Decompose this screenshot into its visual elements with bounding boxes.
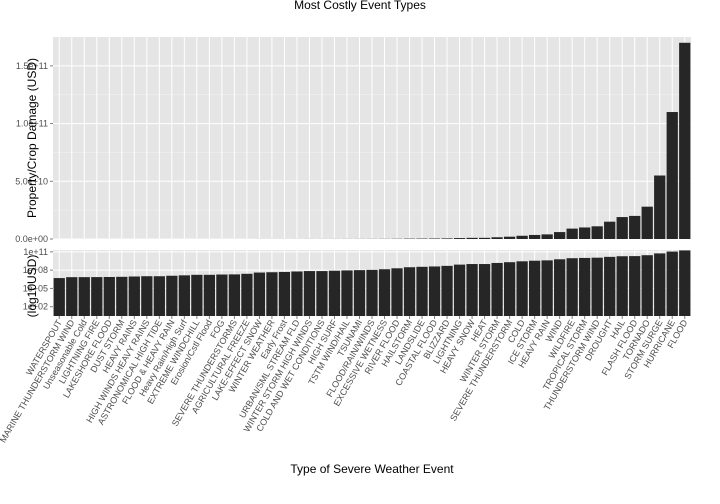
bottom-y-tick-label: 1e+02 [23,302,48,312]
top-y-tick-label: 5.0e+10 [15,176,48,186]
bottom-bar [253,272,266,316]
top-bar [679,42,691,240]
bottom-bar [153,276,165,316]
bottom-bar [453,264,466,316]
chart-title: Most Costly Event Types [294,0,426,12]
top-bar [528,234,541,239]
bottom-bar [278,271,291,316]
bottom-y-tick-label: 1e+11 [23,247,48,257]
bottom-panel-y-ticks: 1e+02 1e+05 1e+08 1e+11 [23,247,53,312]
top-bar [666,112,678,239]
bottom-bar [641,255,653,316]
top-y-tick-label: 1.0e+11 [16,119,48,129]
bottom-panel-bars [53,250,691,316]
top-bar [641,206,653,239]
bottom-bar [616,256,628,316]
bottom-bar [141,276,153,316]
bottom-bar [654,253,666,316]
bottom-bar [216,274,228,316]
bottom-bar [166,275,178,316]
bottom-bar [78,277,90,316]
bottom-bar [528,260,541,316]
bottom-bar [604,256,616,316]
bottom-bar [541,260,553,316]
bottom-bar [341,270,353,316]
bottom-bar [241,273,253,316]
bottom-bar [416,266,428,316]
top-panel-bars [53,42,691,240]
bottom-bar [478,264,491,316]
top-bar [616,217,628,239]
bottom-bar [516,261,528,316]
bottom-bar [428,266,441,316]
bottom-bar [391,268,403,316]
bottom-bar [629,256,641,316]
bottom-bar [466,264,478,316]
bottom-bar [116,276,128,316]
bottom-bar [491,262,503,316]
bottom-bar [591,257,603,316]
bottom-bar [554,259,566,316]
bottom-bar [91,277,103,316]
bottom-bar [128,276,140,316]
top-y-tick-label: 0.0e+00 [15,234,48,244]
bottom-bar [353,270,366,316]
bottom-bar [66,277,78,316]
top-bar [591,226,603,239]
top-y-axis-title: Property/Crop Damage (USD) [25,58,39,218]
top-panel-y-ticks: 0.0e+00 5.0e+10 1.0e+11 1.5e+11 [15,61,53,244]
top-bar [654,175,666,239]
bottom-bar [441,265,453,316]
bottom-bar [403,267,416,316]
top-bar [579,227,591,239]
top-bar [466,237,478,239]
top-bar [441,238,453,239]
bottom-bar [303,271,316,316]
bottom-bar [291,271,303,316]
bottom-bar [378,269,391,316]
top-bar [491,237,503,239]
top-bar [604,221,616,239]
top-bar [541,234,553,239]
top-bar [478,237,491,239]
bottom-bar [679,250,691,316]
top-y-tick-label: 1.5e+11 [16,61,48,71]
bottom-bar [579,257,591,316]
top-bar [566,228,578,239]
top-bar [629,215,641,239]
bottom-bar [178,275,190,316]
bottom-y-tick-label: 1e+05 [23,283,48,293]
bottom-bar [191,274,203,316]
top-bar [516,235,528,239]
bottom-bar [366,269,378,316]
top-bar [503,236,516,239]
bottom-bar [228,274,241,316]
top-bar [453,238,466,239]
bottom-bar [316,271,328,316]
bottom-bar [503,262,516,316]
bottom-bar [53,278,65,316]
x-axis-title: Type of Severe Weather Event [290,462,454,476]
bottom-bar [103,276,115,316]
bottom-bar [328,270,341,316]
bottom-y-tick-label: 1e+08 [23,265,48,275]
bottom-bar [203,274,216,316]
bottom-y-axis-title: (log10USD) [25,255,39,318]
bottom-bar [266,272,278,316]
bottom-bar [566,258,578,316]
top-bar [554,232,566,239]
bottom-bar [666,251,678,316]
